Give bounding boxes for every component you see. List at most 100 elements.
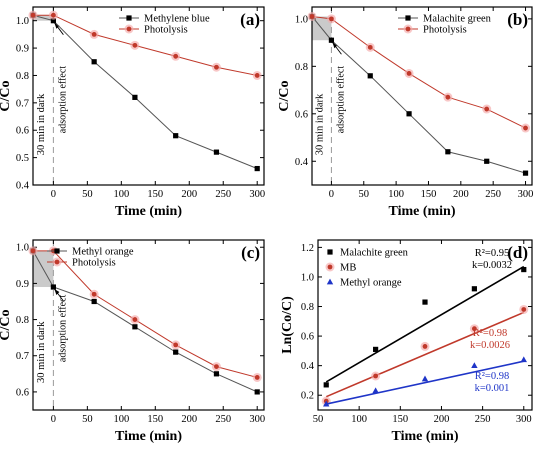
- y-tick-label: 0.6: [16, 126, 29, 137]
- y-tick-label: 1.0: [301, 272, 314, 283]
- data-point: [173, 342, 179, 348]
- legend-marker: [327, 264, 333, 270]
- y-tick-label: 0.9: [16, 279, 29, 290]
- data-point: [471, 286, 477, 292]
- r2-label: R²=0.95: [475, 248, 509, 259]
- y-tick-label: 1.0: [16, 243, 29, 254]
- y-tick-label: 0.5: [16, 153, 29, 164]
- panel-label: (d): [507, 243, 528, 262]
- x-tick-label: 250: [215, 189, 231, 200]
- data-point: [521, 307, 527, 312]
- chart-panel-d: 50 100 150 200 250 300 0.2 0.4 0.6 0.8 1.0 1.2 Time …: [280, 239, 533, 444]
- x-tick-label: 250: [215, 414, 231, 425]
- data-point: [372, 387, 379, 394]
- data-point: [367, 73, 373, 79]
- rate-constant-label: k=0.001: [475, 383, 510, 394]
- x-tick-label: 300: [518, 189, 534, 200]
- y-axis-title: Ln(Co/C): [280, 296, 295, 354]
- data-point: [373, 373, 379, 379]
- adsorption-annotation: adsorption effect: [57, 295, 68, 363]
- x-axis-title: Time (min): [388, 204, 455, 219]
- rate-constant-label: k=0.0026: [470, 340, 510, 351]
- x-tick-label: 50: [359, 189, 370, 200]
- x-tick-label: 100: [388, 189, 404, 200]
- adsorption-annotation: adsorption effect: [57, 66, 68, 134]
- y-tick-label: 0.8: [16, 71, 29, 82]
- x-tick-label: 100: [113, 189, 129, 200]
- x-tick-label: 200: [453, 189, 469, 200]
- dark-period-annotation: 30 min in dark: [314, 93, 325, 155]
- data-point: [367, 44, 373, 50]
- x-tick-label: 50: [82, 414, 93, 425]
- data-point: [309, 14, 315, 19]
- data-point: [91, 59, 97, 65]
- data-point: [445, 149, 451, 155]
- y-tick-label: 1.2: [301, 243, 314, 254]
- data-point: [254, 375, 260, 380]
- data-point: [30, 12, 36, 18]
- y-tick-label: 0.6: [16, 387, 29, 398]
- y-tick-label: 1.0: [16, 16, 29, 27]
- legend-marker: [326, 278, 334, 285]
- data-point: [323, 382, 329, 388]
- data-point: [173, 133, 179, 139]
- y-tick-label: 0.8: [301, 302, 314, 313]
- chart-panel-a: 0 50 100 150 200 250 300 0.4 0.5 0.6 0.7 0.8 0.9 1.0 T…: [0, 6, 265, 219]
- y-tick-label: 0.7: [16, 351, 29, 362]
- data-point: [30, 248, 36, 254]
- panel-label: (a): [240, 10, 260, 29]
- data-point: [520, 356, 527, 363]
- x-tick-label: 200: [181, 189, 197, 200]
- data-point: [422, 299, 428, 305]
- data-point: [484, 158, 490, 164]
- data-point: [254, 165, 260, 172]
- data-point: [471, 362, 478, 369]
- x-tick-label: 0: [329, 189, 334, 200]
- x-tick-label: 200: [434, 414, 450, 425]
- data-point: [254, 73, 260, 78]
- y-tick-label: 0.8: [16, 315, 29, 326]
- y-tick-label: 0.6: [301, 332, 314, 343]
- data-point: [91, 291, 97, 297]
- data-point: [91, 298, 97, 305]
- plot-frame-c: [32, 239, 265, 411]
- x-tick-label: 0: [51, 189, 56, 200]
- legend-entry: Photolysis: [144, 25, 188, 36]
- chart-panel-c: 0 50 100 150 200 250 300 0.6 0.7 0.8 0.9 1.0 Time (m…: [0, 239, 265, 444]
- data-point: [373, 346, 379, 352]
- x-tick-label: 50: [82, 189, 93, 200]
- x-tick-label: 150: [392, 414, 408, 425]
- data-point: [132, 317, 138, 322]
- data-point: [406, 71, 412, 76]
- legend-entry: Malachite green: [423, 14, 492, 25]
- data-point: [132, 42, 138, 48]
- y-axis-title: C/Co: [0, 309, 13, 340]
- legend-marker: [327, 249, 333, 255]
- x-axis-title: Time (min): [115, 429, 182, 444]
- y-tick-label: 0.4: [295, 157, 309, 168]
- data-point: [329, 16, 334, 22]
- legend-entry: Photolysis: [423, 25, 467, 36]
- series-a-1: [28, 10, 262, 80]
- x-tick-label: 300: [516, 414, 532, 425]
- data-point: [484, 106, 490, 112]
- y-tick-label: 0.4: [16, 181, 30, 192]
- x-axis-title: Time (min): [391, 429, 458, 444]
- r2-label: R²=0.98: [473, 328, 507, 339]
- dark-period-annotation: 30 min in dark: [36, 93, 47, 155]
- data-point: [521, 266, 527, 273]
- y-tick-label: 0.8: [295, 62, 308, 73]
- r2-label: R²=0.98: [475, 371, 509, 382]
- panel-label: (c): [241, 243, 260, 262]
- y-tick-label: 0.9: [16, 44, 29, 55]
- data-point: [522, 170, 529, 176]
- x-tick-label: 250: [475, 414, 491, 425]
- y-tick-label: 0.4: [301, 361, 315, 372]
- data-point: [50, 284, 56, 290]
- legend-entry: MB: [340, 263, 356, 274]
- series-d-2: [323, 356, 527, 407]
- data-point: [421, 375, 429, 382]
- y-tick-label: 1.0: [295, 14, 308, 25]
- data-point: [213, 149, 220, 155]
